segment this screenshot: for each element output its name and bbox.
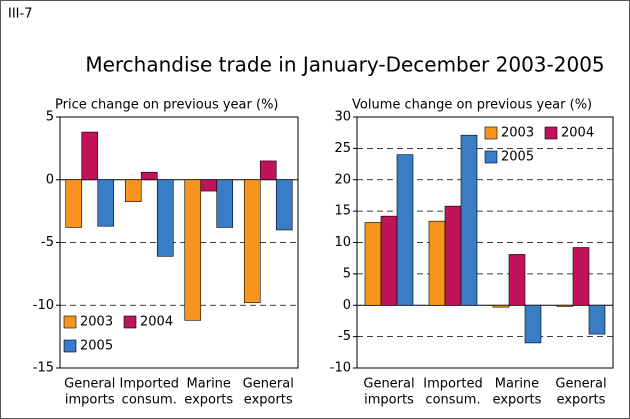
x-tick-label: Imported: [120, 377, 179, 392]
bar: [97, 179, 115, 227]
legend-swatch: [63, 315, 77, 329]
x-tick-label: General: [243, 377, 294, 392]
figure-title: Merchandise trade in January-December 20…: [85, 53, 604, 77]
y-tick-label: -10: [330, 361, 351, 376]
bar: [124, 179, 142, 203]
x-tick-label: Marine: [187, 377, 231, 392]
chart-subtitle: Volume change on previous year (%): [352, 98, 592, 113]
legend-swatch: [63, 339, 77, 353]
bar: [156, 179, 174, 257]
x-tick-label: General: [555, 377, 606, 392]
chart-subtitle: Price change on previous year (%): [55, 98, 279, 113]
bar: [81, 131, 99, 181]
y-tick-label: 5: [46, 110, 54, 125]
x-tick-label: imports: [65, 393, 115, 408]
y-tick-label: 20: [334, 172, 351, 187]
legend-label: 2004: [140, 315, 173, 330]
y-tick-label: -15: [33, 361, 54, 376]
figure-label: III-7: [8, 7, 32, 22]
y-tick-label: -5: [41, 235, 54, 250]
bar: [572, 247, 590, 306]
legend-label: 2005: [80, 339, 113, 354]
legend-label: 2003: [80, 315, 113, 330]
bar: [380, 215, 398, 306]
legend-swatch: [484, 150, 498, 164]
bar: [259, 160, 277, 181]
x-tick-label: consum.: [122, 393, 177, 408]
y-tick-label: 30: [334, 110, 351, 125]
x-tick-label: exports: [184, 393, 233, 408]
bar: [508, 254, 526, 306]
bar: [556, 304, 574, 307]
x-tick-label: General: [64, 377, 115, 392]
x-tick-label: exports: [557, 393, 606, 408]
bar: [65, 179, 83, 228]
legend-swatch: [484, 126, 498, 140]
legend-label: 2005: [501, 150, 534, 165]
x-tick-label: imports: [364, 393, 414, 408]
y-tick-label: 15: [334, 204, 351, 219]
y-tick-label: 0: [343, 298, 351, 313]
legend-label: 2004: [561, 126, 594, 141]
bar: [524, 304, 542, 344]
y-tick-label: 5: [343, 266, 351, 281]
bar: [492, 304, 510, 308]
bar: [275, 179, 293, 231]
bar: [184, 179, 202, 321]
plot-frame: [356, 116, 614, 369]
x-tick-label: General: [363, 377, 414, 392]
legend-swatch: [123, 315, 137, 329]
bar: [460, 134, 478, 306]
legend-swatch: [544, 126, 558, 140]
x-tick-label: consum.: [425, 393, 480, 408]
plot-frame: [59, 116, 299, 369]
legend-label: 2003: [501, 126, 534, 141]
bar: [243, 179, 261, 304]
bar: [216, 179, 234, 228]
y-tick-label: -10: [33, 298, 54, 313]
y-tick-label: 10: [334, 235, 351, 250]
bar: [200, 179, 218, 192]
x-tick-label: Imported: [423, 377, 482, 392]
bar: [588, 304, 606, 335]
y-tick-label: 0: [46, 172, 54, 187]
y-tick-label: -5: [338, 329, 351, 344]
bar: [428, 220, 446, 306]
x-tick-label: exports: [244, 393, 293, 408]
x-tick-label: exports: [493, 393, 542, 408]
bar: [364, 222, 382, 306]
x-tick-label: Marine: [495, 377, 539, 392]
bar: [396, 154, 414, 306]
bar: [444, 205, 462, 306]
y-tick-label: 25: [334, 141, 351, 156]
bar: [140, 171, 158, 181]
